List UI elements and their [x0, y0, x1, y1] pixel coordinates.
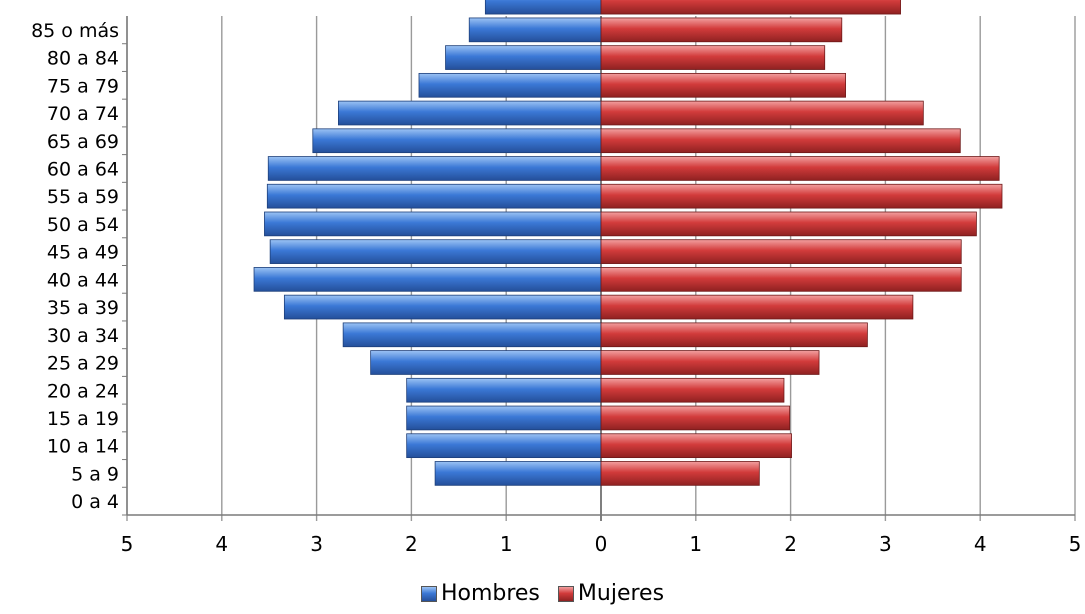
bar-mujeres	[600, 322, 868, 348]
y-tick-label: 10 a 14	[47, 436, 119, 458]
bar-hombres	[267, 156, 602, 181]
legend: Hombres Mujeres	[0, 581, 1085, 606]
y-tick-label: 55 a 59	[47, 186, 119, 208]
y-tick-label: 40 a 44	[47, 269, 119, 291]
x-tick-label: 1	[689, 532, 702, 556]
bars	[253, 0, 1003, 486]
bar-hombres	[253, 267, 602, 292]
x-tick-label: 1	[500, 532, 513, 556]
x-tick-label: 2	[784, 532, 797, 556]
bar-mujeres	[600, 267, 962, 292]
bar-mujeres	[600, 211, 977, 237]
y-tick-label: 30 a 34	[47, 325, 119, 347]
y-tick-label: 25 a 29	[47, 353, 119, 375]
bar-mujeres	[600, 45, 826, 70]
y-tick-label: 45 a 49	[47, 242, 119, 264]
x-tick-label: 3	[879, 532, 892, 556]
bar-hombres	[406, 377, 602, 403]
bar-mujeres	[600, 100, 924, 126]
y-tick-label: 20 a 24	[47, 380, 119, 402]
bar-hombres	[406, 433, 602, 459]
bar-hombres	[406, 405, 602, 431]
bar-mujeres	[600, 239, 962, 264]
x-tick-label: 5	[1069, 532, 1082, 556]
bar-hombres	[312, 128, 602, 154]
bar-mujeres	[600, 405, 791, 431]
bar-mujeres	[600, 377, 785, 403]
bar-hombres	[468, 17, 602, 43]
bar-mujeres	[600, 461, 760, 486]
bar-hombres	[283, 294, 602, 320]
x-tick-label: 4	[215, 532, 228, 556]
bar-mujeres	[600, 294, 914, 320]
legend-item-hombres: Hombres	[420, 581, 540, 606]
y-tick-label: 35 a 39	[47, 297, 119, 319]
legend-label-mujeres: Mujeres	[577, 581, 665, 606]
bar-hombres	[484, 0, 602, 15]
bar-hombres	[266, 183, 602, 209]
bar-mujeres	[600, 128, 961, 154]
x-tick-label: 5	[121, 532, 134, 556]
bar-hombres	[269, 239, 602, 264]
bar-hombres	[342, 322, 602, 348]
y-tick-label: 15 a 19	[47, 408, 119, 430]
y-tick-label: 60 a 64	[47, 158, 119, 180]
y-tick-label: 80 a 84	[47, 48, 119, 70]
bar-mujeres	[600, 72, 846, 98]
y-tick-label: 50 a 54	[47, 214, 119, 236]
bar-mujeres	[600, 156, 1000, 181]
bar-hombres	[434, 461, 602, 486]
x-tick-label: 0	[595, 532, 608, 556]
legend-label-hombres: Hombres	[440, 581, 540, 606]
bar-mujeres	[600, 17, 843, 43]
x-tick-label: 3	[310, 532, 323, 556]
y-tick-label: 70 a 74	[47, 103, 119, 125]
bar-hombres	[370, 350, 602, 375]
bar-hombres	[338, 100, 602, 126]
legend-item-mujeres: Mujeres	[557, 581, 665, 606]
y-tick-label: 0 a 4	[71, 491, 119, 513]
legend-swatch-mujeres	[557, 585, 574, 602]
bar-mujeres	[600, 183, 1003, 209]
y-tick-label: 75 a 79	[47, 75, 119, 97]
x-tick-label: 2	[405, 532, 418, 556]
bar-mujeres	[600, 350, 820, 375]
bar-mujeres	[600, 433, 792, 459]
bar-mujeres	[600, 0, 901, 15]
legend-swatch-hombres	[420, 585, 437, 602]
y-tick-label: 65 a 69	[47, 131, 119, 153]
y-tick-label: 85 o más	[31, 20, 119, 42]
bar-hombres	[445, 45, 602, 70]
y-tick-label: 5 a 9	[71, 463, 119, 485]
x-tick-label: 4	[974, 532, 987, 556]
bar-hombres	[418, 72, 602, 98]
bar-hombres	[264, 211, 602, 237]
